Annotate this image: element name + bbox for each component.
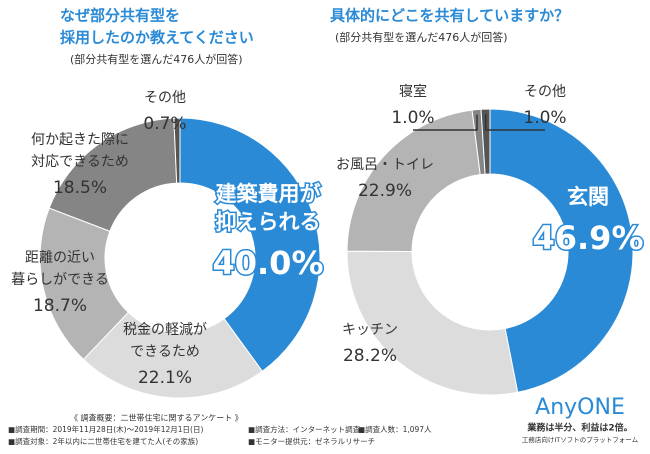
category-label: 抑えられる	[216, 210, 321, 234]
donut-segment	[480, 108, 491, 175]
value-label: 28.2%	[343, 346, 397, 366]
survey-item: ■調査方法：インターネット調査	[248, 424, 361, 434]
value-label: 40.0%	[212, 244, 323, 282]
category-label: その他	[524, 84, 566, 100]
survey-item: ■調査期間：2019年11月28日(木)～2019年12月1日(日)	[8, 424, 203, 434]
value-label: 46.9%	[532, 219, 643, 257]
survey-item: ■調査対象：2年以内に二世帯住宅を建てた人(その家族)	[8, 436, 198, 446]
donut-segment	[173, 117, 181, 184]
survey-item: ■調査人数：1,097人	[358, 424, 432, 434]
donut-segment	[489, 108, 634, 393]
chart-title: なぜ部分共有型を	[60, 7, 180, 25]
chart-subtitle: (部分共有型を選んだ476人が回答)	[70, 52, 243, 66]
category-label: 寝室	[399, 83, 427, 100]
chart-title: 採用したのか教えてください	[60, 29, 254, 47]
category-label: 何か起きた際に	[31, 132, 129, 148]
category-label: その他	[144, 90, 186, 106]
chart-subtitle: (部分共有型を選んだ476人が回答)	[335, 30, 508, 44]
category-label: お風呂・トイレ	[336, 157, 434, 173]
category-label: 玄関	[567, 185, 609, 209]
logo-sub: 工務店向けITソフトのプラットフォーム	[522, 435, 639, 444]
chart-title: 具体的にどこを共有していますか？	[330, 7, 569, 25]
value-label: 18.5%	[53, 178, 107, 198]
logo-tagline: 業務は半分、利益は2倍。	[526, 422, 632, 434]
category-label: 対応できるため	[31, 154, 129, 170]
logo: AnyONE	[535, 395, 625, 420]
value-label: 22.9%	[358, 181, 412, 201]
donut-segment	[82, 311, 263, 399]
donut-segment	[346, 250, 519, 396]
category-label: 暮らしができる	[11, 272, 109, 288]
value-label: 0.7%	[143, 114, 186, 134]
donut-segment	[346, 109, 481, 253]
category-label: できるため	[130, 344, 200, 360]
value-label: 1.0%	[391, 108, 434, 128]
donut-segment	[179, 117, 321, 372]
category-label: 距離の近い	[25, 249, 95, 266]
survey-item: ■モニター提供元：ゼネラルリサーチ	[248, 436, 375, 446]
value-label: 22.1%	[138, 368, 192, 388]
value-label: 1.0%	[523, 108, 566, 128]
leader-line	[484, 114, 545, 131]
category-label: キッチン	[342, 322, 398, 338]
survey-heading: 《 調査概要：二世帯住宅に関するアンケート 》	[70, 413, 243, 423]
category-label: 税金の軽減が	[123, 321, 207, 338]
category-label: 建築費用が	[216, 182, 321, 206]
leader-line	[413, 114, 478, 131]
value-label: 18.7%	[33, 296, 87, 316]
